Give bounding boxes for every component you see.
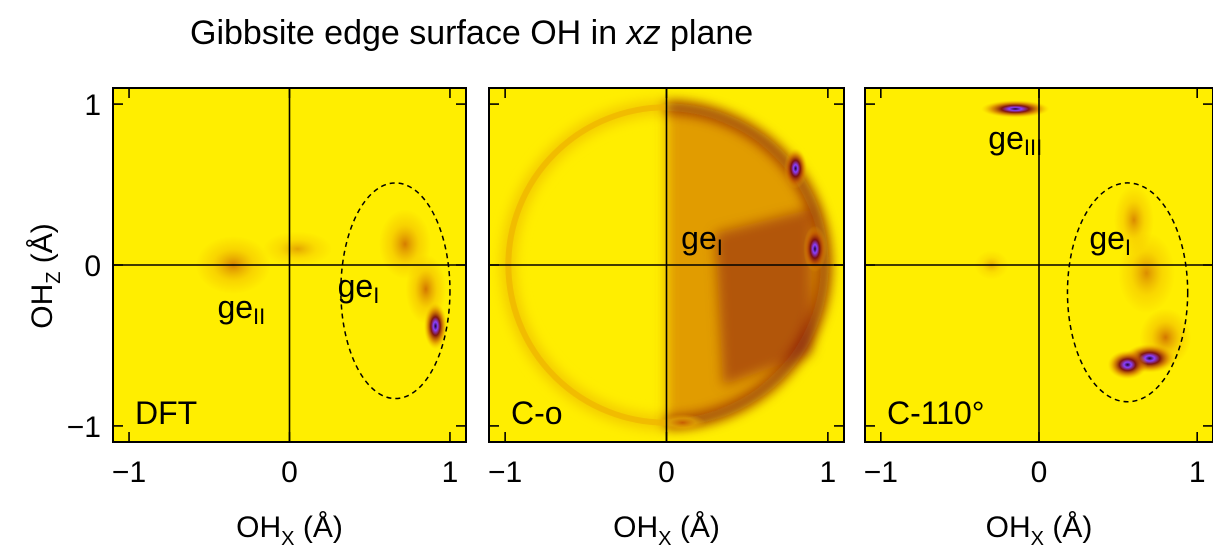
density-spot bbox=[659, 414, 706, 432]
annotation-main: ge bbox=[988, 120, 1024, 156]
density-spot bbox=[1118, 232, 1176, 314]
annotation-main: ge bbox=[681, 220, 717, 256]
panel-label: DFT bbox=[135, 395, 197, 431]
annotation-label: geI bbox=[338, 268, 380, 308]
y-tick-label: 0 bbox=[84, 250, 101, 283]
annotation-main: ge bbox=[217, 289, 253, 325]
density-spot bbox=[1107, 350, 1148, 380]
x-tick-label: 0 bbox=[658, 456, 675, 489]
title-text: Gibbsite edge surface OH in bbox=[190, 14, 627, 52]
annotation-label: geII bbox=[217, 289, 265, 329]
title-end: plane bbox=[660, 14, 754, 52]
heat-layer bbox=[195, 209, 448, 350]
density-spot bbox=[981, 100, 1050, 118]
y-axis-label-main: OH bbox=[26, 284, 59, 329]
x-tick-label: 1 bbox=[1189, 456, 1206, 489]
x-tick-label: 0 bbox=[281, 456, 298, 489]
y-axis-label-sub: Z bbox=[43, 272, 65, 284]
ring-core-density bbox=[714, 208, 812, 386]
x-axis-label-main: OH bbox=[986, 511, 1031, 544]
x-axis-label-sub: X bbox=[658, 528, 671, 550]
annotation-sub: III bbox=[1024, 135, 1042, 160]
annotation-sub: I bbox=[717, 235, 723, 260]
x-tick-label: 1 bbox=[820, 456, 837, 489]
x-tick-label: 0 bbox=[1031, 456, 1048, 489]
x-tick-label: −1 bbox=[864, 456, 898, 489]
density-spot bbox=[783, 148, 808, 189]
density-spot bbox=[423, 302, 448, 350]
x-axis-label-sub: X bbox=[281, 528, 294, 550]
panel-2: −1 0 1 C-o geI OHX (Å) bbox=[488, 87, 845, 550]
x-axis-label: OHX (Å) bbox=[613, 511, 720, 550]
y-tick-label: −1 bbox=[67, 411, 101, 444]
dashed-ellipse bbox=[340, 182, 451, 400]
annotation-sub: I bbox=[373, 283, 379, 308]
title-italic: xz bbox=[626, 14, 661, 52]
y-tick-label: 1 bbox=[84, 89, 101, 122]
panel-label: C-o bbox=[511, 395, 563, 431]
x-axis-label: OHX (Å) bbox=[236, 511, 343, 550]
heat-layer bbox=[974, 100, 1192, 380]
x-axis-label: OHX (Å) bbox=[986, 511, 1093, 550]
density-spot bbox=[262, 231, 333, 267]
figure-title: Gibbsite edge surface OH in xz plane bbox=[190, 14, 753, 53]
x-tick-label: 1 bbox=[442, 456, 459, 489]
annotation-main: ge bbox=[338, 268, 374, 304]
x-axis-label-main: OH bbox=[236, 511, 281, 544]
x-tick-label: −1 bbox=[112, 456, 146, 489]
x-axis-label-unit: (Å) bbox=[1044, 511, 1092, 544]
annotation-label: geI bbox=[681, 220, 723, 260]
annotation-label: geIII bbox=[988, 120, 1042, 160]
panel-label: C-110° bbox=[887, 395, 985, 431]
x-axis-label-unit: (Å) bbox=[295, 511, 343, 544]
y-axis-label: OHZ (Å) bbox=[26, 223, 65, 329]
annotation-sub: II bbox=[253, 304, 265, 329]
x-axis-label-sub: X bbox=[1031, 528, 1044, 550]
dashed-ellipse bbox=[1066, 182, 1189, 403]
axis-labels-group: OHZ (Å) bbox=[26, 223, 65, 329]
annotation-label: geI bbox=[1089, 220, 1131, 260]
x-axis-label-main: OH bbox=[613, 511, 658, 544]
x-tick-label: −1 bbox=[488, 456, 522, 489]
density-spot bbox=[803, 225, 827, 273]
annotation-sub: I bbox=[1125, 235, 1131, 260]
x-axis-label-unit: (Å) bbox=[672, 511, 720, 544]
y-axis-label-unit: (Å) bbox=[26, 223, 59, 271]
annotation-main: ge bbox=[1089, 220, 1125, 256]
